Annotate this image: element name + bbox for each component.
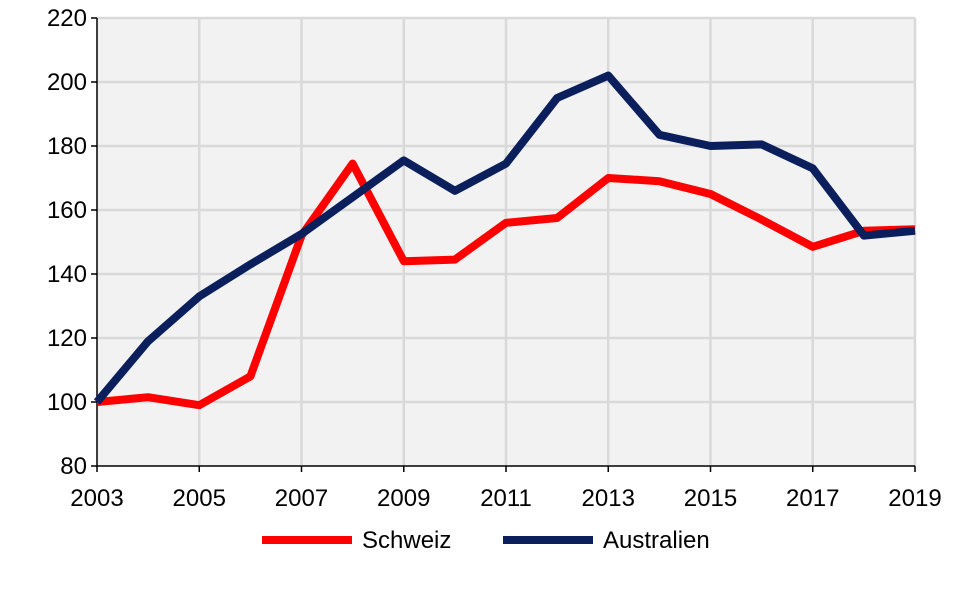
legend: Schweiz Australien (262, 527, 710, 554)
y-tick-label: 100 (47, 389, 87, 416)
axes (91, 17, 916, 472)
y-tick-label: 180 (47, 133, 87, 160)
x-tick-label: 2017 (786, 485, 839, 512)
y-tick-label: 120 (47, 325, 87, 352)
y-tick-label: 220 (47, 5, 87, 32)
legend-label: Schweiz (362, 527, 451, 554)
x-tick-label: 2013 (582, 485, 635, 512)
series-line-australien (93, 71, 916, 405)
legend-label: Australien (603, 527, 710, 554)
x-axis-tick-labels: 2003 2005 2007 2009 2011 2013 2015 2017 2019 (70, 485, 941, 512)
x-tick-label: 2019 (888, 485, 941, 512)
legend-item-australien: Australien (503, 527, 710, 554)
x-tick-label: 2007 (275, 485, 328, 512)
series-line-schweiz (96, 159, 916, 410)
y-tick-label: 160 (47, 197, 87, 224)
x-tick-label: 2005 (173, 485, 226, 512)
x-tick-label: 2003 (70, 485, 123, 512)
y-tick-label: 80 (60, 453, 87, 480)
x-tick-label: 2015 (684, 485, 737, 512)
legend-item-schweiz: Schweiz (262, 527, 451, 554)
x-tick-label: 2009 (377, 485, 430, 512)
y-tick-label: 140 (47, 261, 87, 288)
x-tick-label: 2011 (480, 485, 532, 512)
y-axis-tick-labels: 80 100 120 140 160 180 200 220 (47, 5, 87, 480)
y-tick-label: 200 (47, 69, 87, 96)
series-lines (93, 71, 916, 410)
